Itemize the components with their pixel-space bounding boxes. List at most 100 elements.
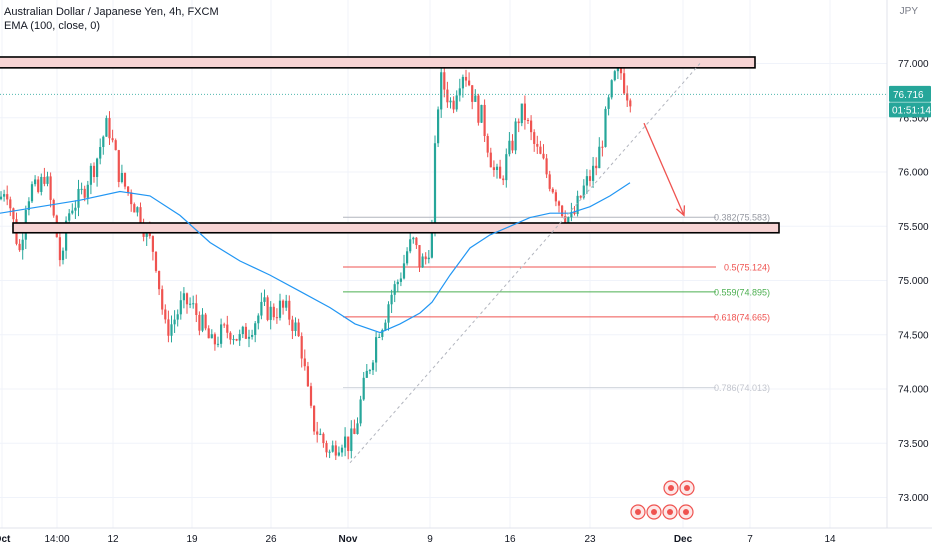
candle-body xyxy=(251,335,254,337)
candle-body xyxy=(275,317,278,319)
candle-body xyxy=(195,303,198,315)
candle-body xyxy=(483,104,486,137)
candle-body xyxy=(554,192,557,202)
candle-body xyxy=(306,366,309,387)
candle-body xyxy=(266,297,269,320)
candle-body xyxy=(480,104,483,123)
candle-body xyxy=(548,174,551,189)
candle-body xyxy=(542,153,545,159)
y-tick-label: 75.500 xyxy=(898,222,929,233)
candle-body xyxy=(604,108,607,147)
candle-body xyxy=(526,120,530,122)
candle-body xyxy=(533,132,536,144)
candle-body xyxy=(399,278,402,282)
candle-body xyxy=(164,309,167,320)
candles xyxy=(0,56,632,461)
candle-body xyxy=(539,146,542,154)
forecast-arrow[interactable] xyxy=(643,122,685,216)
overlays[interactable] xyxy=(0,56,887,464)
candle-body xyxy=(37,179,40,192)
fib-level-label: 0.5(75.124) xyxy=(724,263,770,273)
candle-body xyxy=(585,176,588,186)
candle-body xyxy=(365,370,368,378)
candle-body xyxy=(77,188,80,208)
resistance-zone[interactable] xyxy=(0,56,756,69)
event-flag-icon xyxy=(668,485,674,491)
candle-body xyxy=(557,201,561,206)
candle-body xyxy=(570,212,573,218)
candle-body xyxy=(517,121,520,124)
x-tick-label: Dec xyxy=(674,534,693,545)
candle-body xyxy=(6,194,9,200)
candle-body xyxy=(158,270,161,290)
candle-body xyxy=(378,336,381,338)
candle-body xyxy=(282,300,285,308)
candle-body xyxy=(433,143,437,228)
candle-body xyxy=(86,184,89,198)
y-axis-background xyxy=(887,0,932,550)
candle-body xyxy=(368,370,371,372)
candle-body xyxy=(545,158,548,175)
ema-indicator-label[interactable]: EMA (100, close, 0) xyxy=(4,20,100,32)
dashed-trendline[interactable] xyxy=(349,63,701,464)
x-axis-background xyxy=(0,528,932,550)
candle-body xyxy=(322,433,325,444)
candle-body xyxy=(154,251,158,271)
candle-body xyxy=(629,100,632,107)
candle-body xyxy=(430,227,433,258)
event-flag-icon xyxy=(635,509,641,515)
candle-body xyxy=(353,428,356,434)
event-flag-icon xyxy=(683,509,689,515)
candle-body xyxy=(623,73,626,94)
y-axis[interactable]: 77.000 76.500 76.000 75.500 75.000 74.500 74.0… xyxy=(886,0,932,550)
candle-body xyxy=(198,314,201,331)
candle-body xyxy=(309,386,313,406)
y-tick-label: 76.500 xyxy=(898,113,929,124)
candle-body xyxy=(176,314,179,320)
y-tick-label: 73.000 xyxy=(898,493,929,504)
candle-body xyxy=(99,147,102,159)
candle-body xyxy=(65,220,68,251)
candle-body xyxy=(449,100,452,103)
candle-body xyxy=(0,196,3,200)
x-tick-label: 16 xyxy=(504,534,516,545)
candle-body xyxy=(443,72,446,90)
candle-body xyxy=(495,166,499,171)
candle-body xyxy=(49,176,52,200)
candle-body xyxy=(120,172,123,182)
candle-body xyxy=(127,186,130,193)
candle-body xyxy=(179,300,182,315)
candle-body xyxy=(579,195,582,198)
ema-line[interactable] xyxy=(0,182,631,334)
candle-body xyxy=(610,80,613,98)
candle-body xyxy=(337,452,340,456)
candle-body xyxy=(390,294,393,305)
candle-body xyxy=(46,176,49,184)
candle-body xyxy=(387,304,390,323)
candle-body xyxy=(458,88,461,96)
candle-body xyxy=(384,322,387,331)
candle-body xyxy=(598,146,601,169)
candle-body xyxy=(418,245,421,268)
candle-body xyxy=(226,324,229,333)
candle-body xyxy=(551,188,554,193)
x-tick-label: 14:00 xyxy=(44,534,69,545)
candle-body xyxy=(313,405,316,432)
symbol-title[interactable]: Australian Dollar / Japanese Yen, 4h, FX… xyxy=(4,6,219,18)
support-zone[interactable] xyxy=(12,222,780,234)
candle-body xyxy=(80,188,83,190)
candle-body xyxy=(170,324,173,336)
candle-body xyxy=(89,165,92,185)
x-axis[interactable]: Oct 14:00 12 19 26 Nov 9 16 23 Dec 7 14 xyxy=(0,527,932,550)
candle-body xyxy=(43,176,46,184)
candle-body xyxy=(452,100,455,110)
candle-body xyxy=(573,212,576,215)
candle-body xyxy=(523,103,526,121)
candle-body xyxy=(424,256,427,260)
candle-body xyxy=(92,165,96,177)
candle-body xyxy=(136,207,139,213)
candle-body xyxy=(347,436,350,452)
economic-events[interactable] xyxy=(630,480,695,520)
candle-body xyxy=(114,140,117,151)
